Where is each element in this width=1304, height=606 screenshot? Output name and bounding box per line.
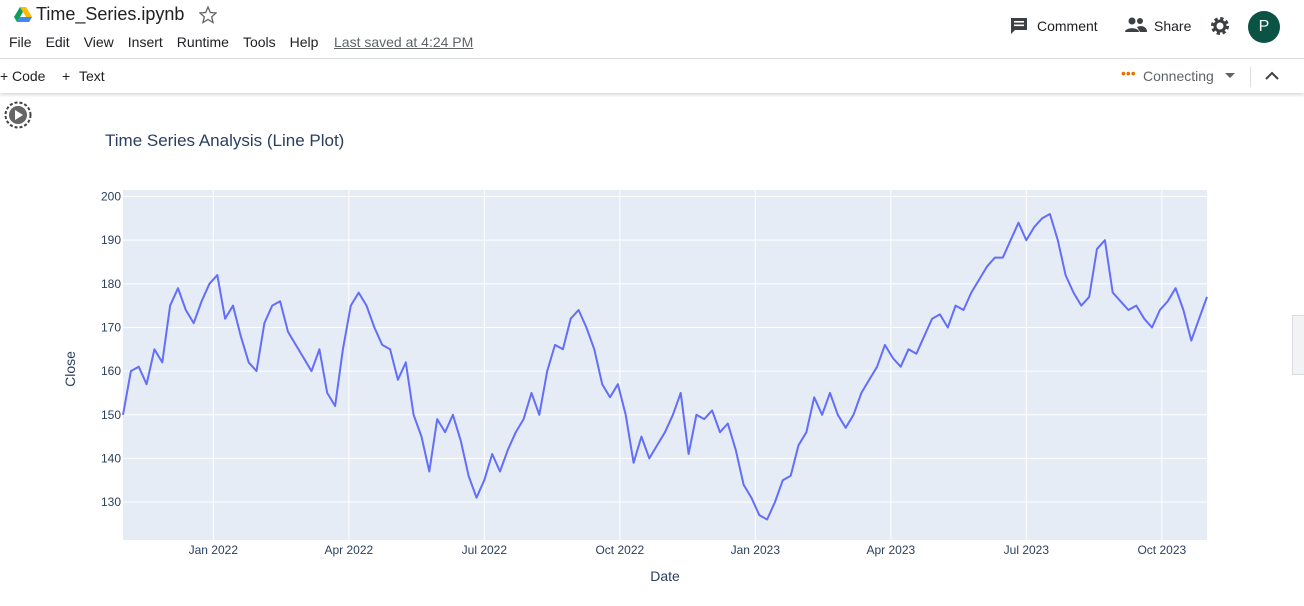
add-text[interactable]: Text <box>79 68 105 84</box>
y-tick-label: 160 <box>101 364 121 378</box>
share-icon[interactable] <box>1125 17 1147 33</box>
x-tick-label: Oct 2023 <box>1137 543 1186 557</box>
y-tick-label: 170 <box>101 320 121 334</box>
menu-item[interactable]: File <box>9 34 32 50</box>
y-tick-label: 200 <box>101 190 121 204</box>
menu-item[interactable]: Tools <box>242 34 276 50</box>
menu-item[interactable]: Edit <box>45 34 70 50</box>
last-saved[interactable]: Last saved at 4:24 PM <box>334 34 474 50</box>
star-icon[interactable] <box>199 6 217 24</box>
x-tick-label: Oct 2022 <box>595 543 644 557</box>
y-tick-label: 190 <box>101 233 121 247</box>
menu-bar: File Edit View Insert Runtime Tools Help <box>9 34 318 50</box>
data-line <box>122 213 1208 521</box>
menu-item[interactable]: Runtime <box>176 34 229 50</box>
file-name[interactable]: Time_Series.ipynb <box>36 4 185 24</box>
collapse-icon[interactable] <box>1265 71 1279 81</box>
header: Time_Series.ipynb File Edit View Insert Runt… <box>0 0 1304 59</box>
scrollbar[interactable] <box>1292 315 1304 375</box>
plot-area <box>123 190 1207 540</box>
y-tick-label: 140 <box>101 451 121 465</box>
y-axis-label: Close <box>62 351 78 387</box>
menu-item[interactable]: Help <box>289 34 319 50</box>
y-tick-label: 130 <box>101 495 121 509</box>
add-text-plus: + <box>62 68 71 84</box>
add-code[interactable]: Code <box>12 68 46 84</box>
dropdown-arrow[interactable] <box>1225 73 1235 79</box>
menu-item[interactable]: View <box>83 34 114 50</box>
x-axis-label: Date <box>650 568 680 584</box>
connect-status[interactable]: Connecting <box>1143 68 1214 84</box>
x-tick-label: Jul 2023 <box>1004 543 1050 557</box>
y-tick-label: 180 <box>101 277 121 291</box>
settings-icon[interactable] <box>1210 16 1230 36</box>
x-tick-label: Jul 2022 <box>462 543 508 557</box>
share-button[interactable]: Share <box>1154 18 1192 34</box>
run-cell-button[interactable] <box>3 100 33 130</box>
y-tick-label: 150 <box>101 408 121 422</box>
toolbar: + Code + Text ••• Connecting <box>0 59 1304 93</box>
avatar[interactable]: P <box>1248 11 1280 43</box>
x-tick-label: Apr 2023 <box>866 543 915 557</box>
comment-button[interactable]: Comment <box>1037 18 1098 34</box>
divider <box>1250 67 1251 87</box>
comment-icon[interactable] <box>1010 17 1028 35</box>
menu-item[interactable]: Insert <box>127 34 163 50</box>
add-code-plus: + <box>0 68 9 84</box>
x-tick-label: Jan 2022 <box>189 543 239 557</box>
status-dots: ••• <box>1121 65 1136 81</box>
chart-title: Time Series Analysis (Line Plot) <box>105 131 344 150</box>
x-tick-label: Apr 2022 <box>324 543 373 557</box>
drive-icon <box>14 7 32 22</box>
x-tick-label: Jan 2023 <box>731 543 781 557</box>
